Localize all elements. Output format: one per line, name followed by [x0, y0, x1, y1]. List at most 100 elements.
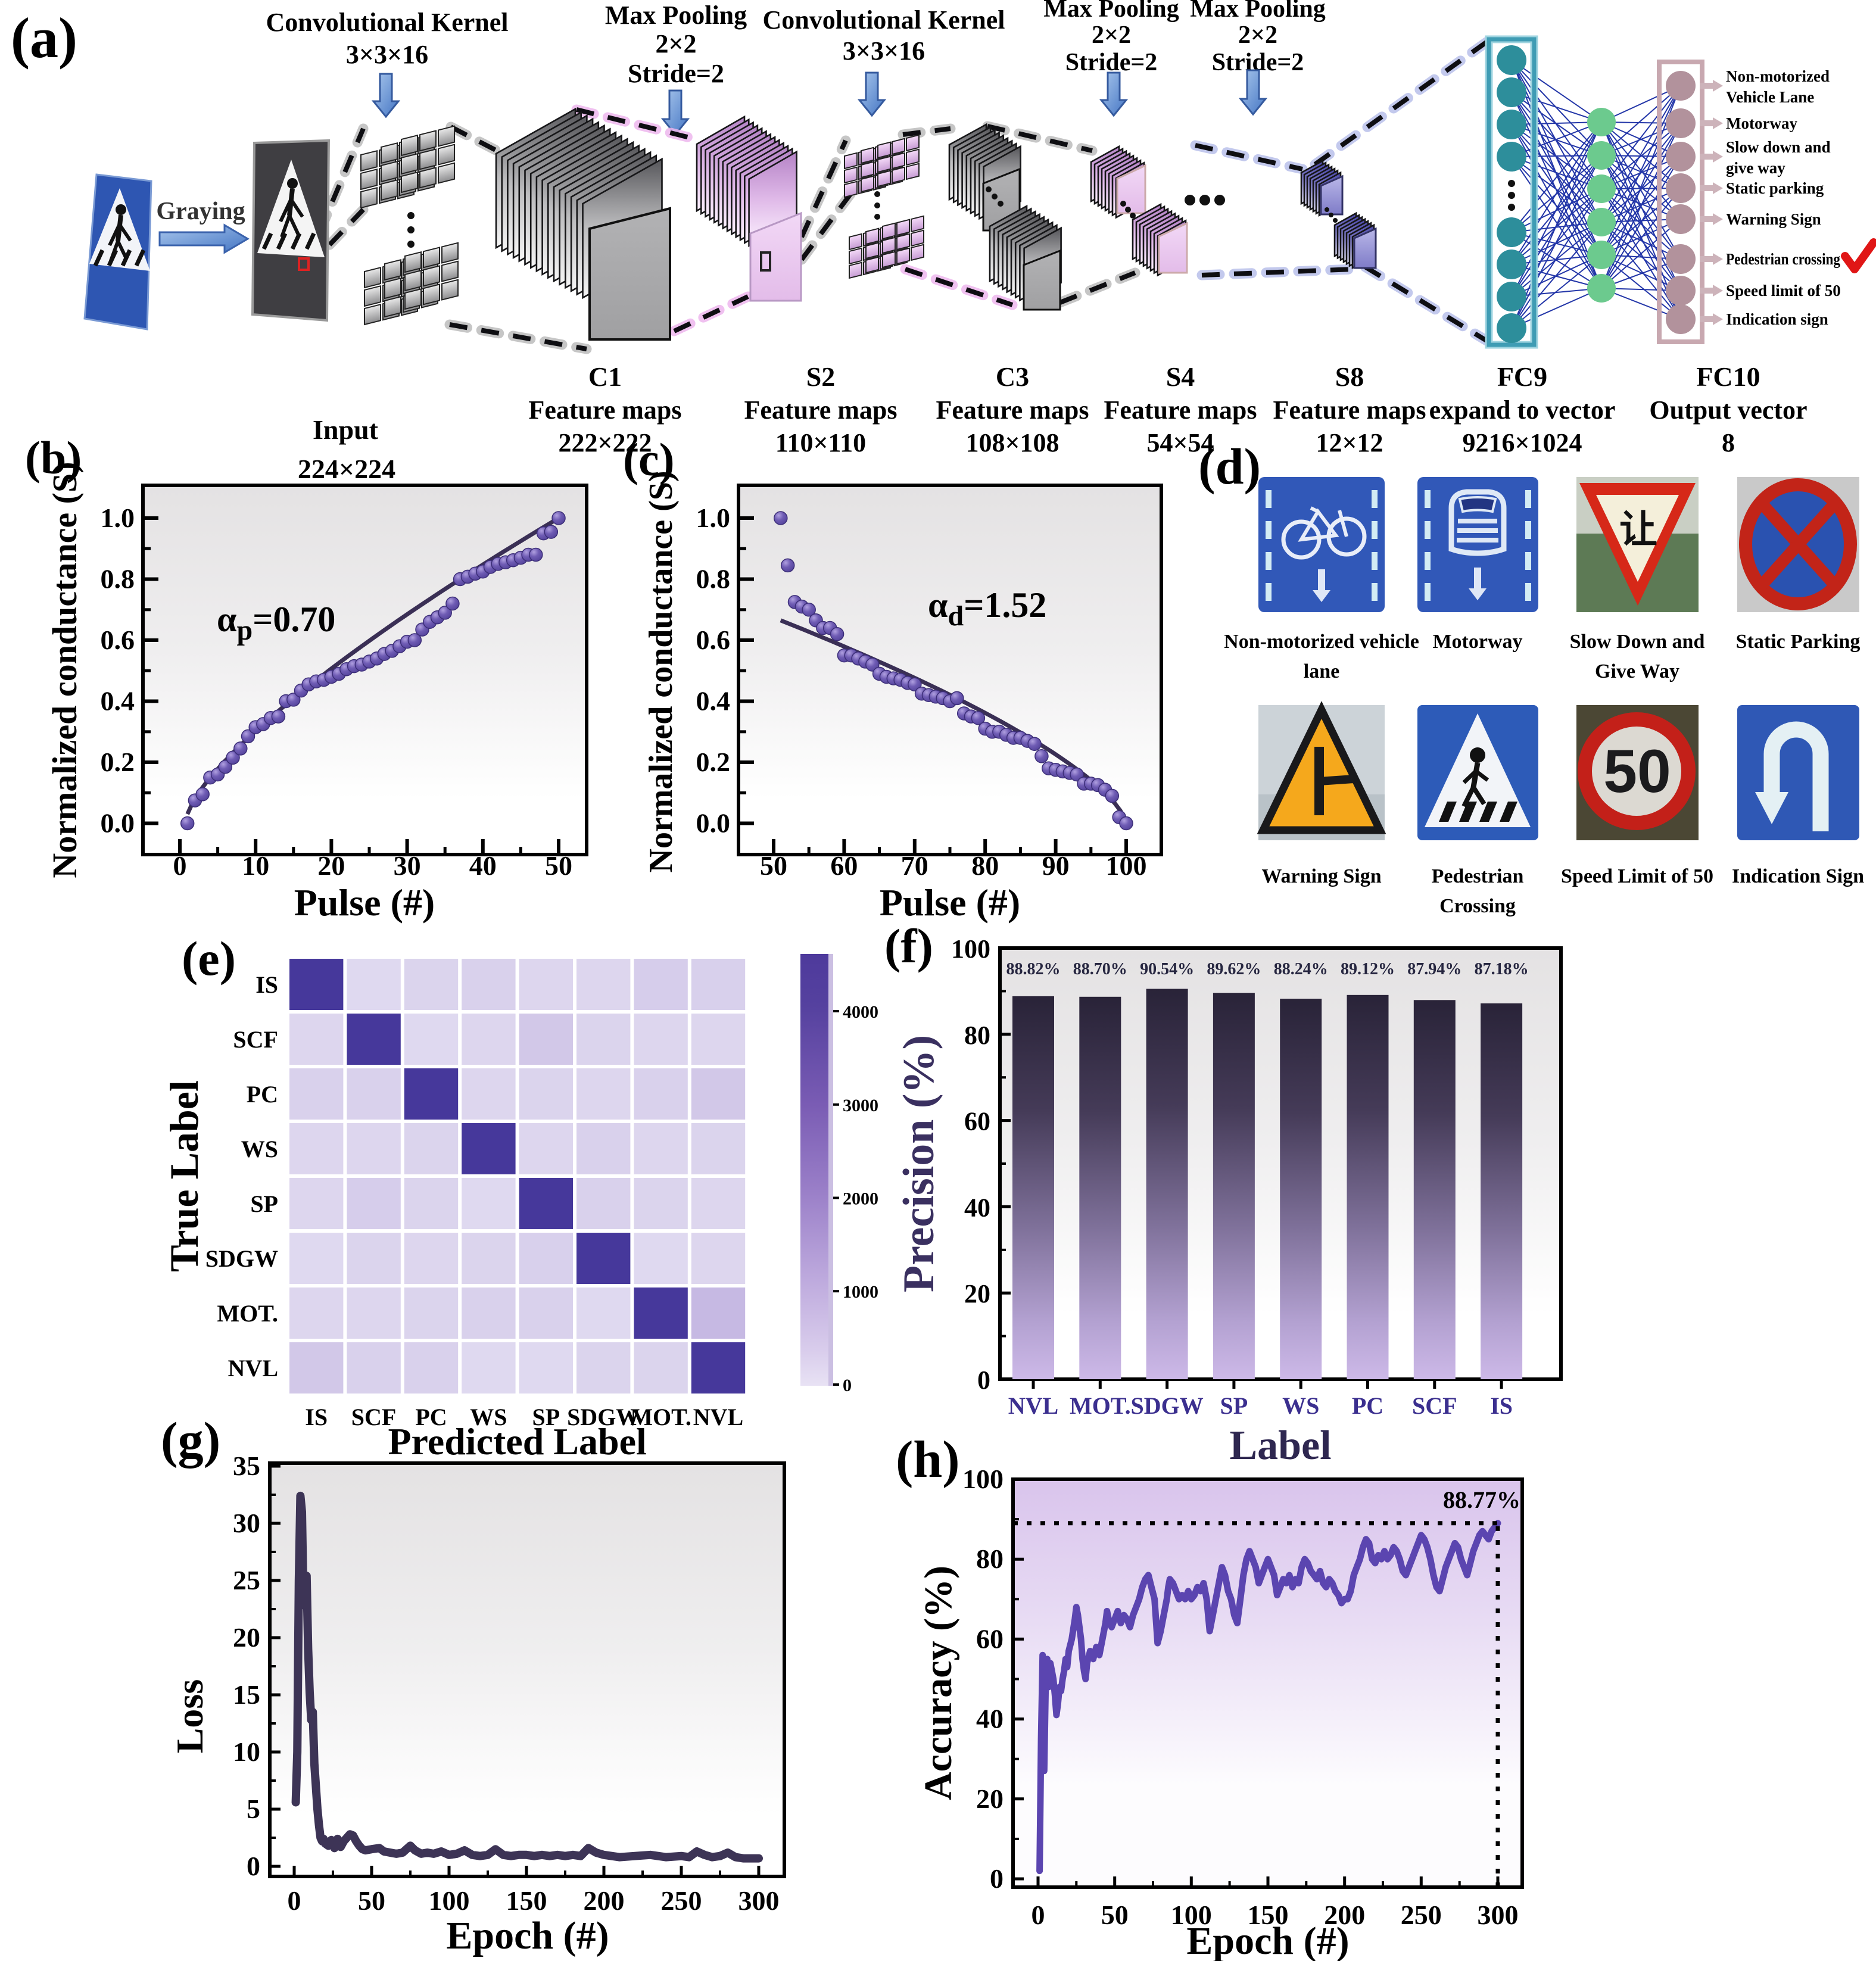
svg-text:Convolutional Kernel: Convolutional Kernel	[266, 8, 508, 37]
svg-text:80: 80	[971, 850, 999, 881]
svg-text:SCF: SCF	[1412, 1392, 1457, 1419]
svg-text:0.6: 0.6	[101, 625, 135, 655]
svg-text:NVL: NVL	[228, 1355, 278, 1382]
svg-text:100: 100	[962, 1464, 1004, 1494]
svg-text:0.0: 0.0	[696, 808, 731, 838]
svg-text:Epoch (#): Epoch (#)	[446, 1914, 609, 1957]
svg-text:100: 100	[951, 934, 990, 964]
svg-text:20: 20	[233, 1622, 260, 1653]
svg-text:Input: Input	[313, 414, 379, 445]
svg-text:30: 30	[233, 1508, 260, 1538]
svg-text:70: 70	[901, 850, 928, 881]
svg-text:0: 0	[990, 1863, 1004, 1894]
svg-text:NVL: NVL	[693, 1404, 743, 1430]
svg-text:35: 35	[233, 1451, 260, 1481]
svg-text:60: 60	[964, 1107, 990, 1136]
svg-text:20: 20	[976, 1784, 1004, 1814]
svg-text:20: 20	[317, 850, 345, 881]
svg-text:3×3×16: 3×3×16	[346, 40, 428, 69]
svg-text:(d): (d)	[1198, 438, 1261, 495]
svg-text:Pulse (#): Pulse (#)	[294, 881, 435, 924]
svg-text:lane: lane	[1304, 660, 1339, 682]
svg-text:150: 150	[506, 1885, 547, 1916]
svg-text:Speed Limit of 50: Speed Limit of 50	[1561, 865, 1713, 887]
svg-text:SCF: SCF	[233, 1026, 278, 1053]
svg-text:200: 200	[1324, 1900, 1365, 1930]
svg-text:50: 50	[1101, 1900, 1129, 1930]
svg-text:0: 0	[977, 1366, 990, 1395]
svg-text:250: 250	[1401, 1900, 1442, 1930]
svg-text:C3: C3	[996, 361, 1029, 392]
svg-text:NVL: NVL	[1008, 1392, 1058, 1419]
svg-text:give way: give way	[1726, 159, 1785, 177]
svg-text:Stride=2: Stride=2	[1065, 49, 1158, 76]
svg-text:MOT.: MOT.	[1070, 1392, 1131, 1419]
svg-text:100: 100	[1106, 850, 1147, 881]
svg-text:αd=1.52: αd=1.52	[928, 585, 1046, 632]
svg-text:4000: 4000	[843, 1002, 878, 1022]
svg-text:WS: WS	[1282, 1392, 1319, 1419]
svg-text:Accuracy (%): Accuracy (%)	[917, 1566, 960, 1800]
svg-text:PC: PC	[247, 1081, 278, 1108]
svg-text:Static Parking: Static Parking	[1736, 631, 1861, 653]
svg-text:50: 50	[545, 850, 572, 881]
svg-text:αp=0.70: αp=0.70	[217, 600, 335, 646]
svg-text:0.0: 0.0	[101, 808, 135, 838]
svg-text:50: 50	[760, 850, 787, 881]
svg-text:250: 250	[661, 1885, 702, 1916]
svg-text:Graying: Graying	[156, 198, 245, 225]
svg-text:Normalized conductance (S): Normalized conductance (S)	[45, 462, 84, 878]
svg-text:(b): (b)	[25, 432, 82, 484]
svg-text:10: 10	[242, 850, 269, 881]
svg-text:WS: WS	[241, 1136, 278, 1162]
svg-text:50: 50	[1603, 737, 1671, 805]
svg-text:222×222: 222×222	[558, 428, 652, 457]
svg-text:0.4: 0.4	[696, 686, 731, 716]
svg-text:224×224: 224×224	[298, 454, 395, 484]
svg-text:Warning Sign: Warning Sign	[1726, 210, 1821, 228]
svg-text:2×2: 2×2	[1238, 21, 1277, 49]
svg-text:1.0: 1.0	[696, 503, 731, 533]
svg-text:0.4: 0.4	[101, 686, 135, 716]
svg-text:(g): (g)	[161, 1411, 220, 1469]
svg-text:PC: PC	[415, 1404, 447, 1430]
svg-text:108×108: 108×108	[965, 428, 1059, 457]
svg-text:88.82%: 88.82%	[1006, 960, 1061, 978]
svg-text:Feature maps: Feature maps	[1273, 395, 1426, 425]
svg-text:Max Pooling: Max Pooling	[605, 1, 747, 30]
svg-text:Pedestrian: Pedestrian	[1432, 865, 1524, 887]
svg-text:Output vector: Output vector	[1649, 395, 1807, 425]
svg-text:88.24%: 88.24%	[1274, 960, 1328, 978]
svg-text:88.70%: 88.70%	[1073, 960, 1127, 978]
svg-text:让: 让	[1619, 508, 1657, 551]
svg-text:5: 5	[247, 1794, 260, 1824]
svg-text:Give Way: Give Way	[1595, 660, 1679, 682]
svg-text:80: 80	[964, 1021, 990, 1050]
svg-text:30: 30	[394, 850, 421, 881]
svg-text:0.8: 0.8	[101, 564, 135, 594]
svg-text:2×2: 2×2	[1092, 21, 1131, 49]
svg-text:Warning Sign: Warning Sign	[1261, 865, 1381, 887]
svg-text:88.77%: 88.77%	[1443, 1486, 1520, 1513]
svg-text:60: 60	[830, 850, 858, 881]
svg-text:Motorway: Motorway	[1432, 631, 1522, 653]
svg-text:Feature maps: Feature maps	[1104, 395, 1257, 425]
svg-text:12×12: 12×12	[1316, 428, 1383, 457]
svg-text:SDGW: SDGW	[567, 1404, 640, 1430]
svg-text:300: 300	[738, 1885, 780, 1916]
svg-text:Max Pooling: Max Pooling	[1043, 0, 1179, 23]
svg-text:80: 80	[976, 1544, 1004, 1574]
svg-text:90.54%: 90.54%	[1140, 960, 1194, 978]
svg-text:Indication sign: Indication sign	[1726, 310, 1828, 328]
svg-text:S2: S2	[806, 361, 836, 392]
svg-text:2000: 2000	[843, 1189, 878, 1209]
svg-text:Label: Label	[1229, 1423, 1331, 1469]
svg-text:0: 0	[843, 1376, 852, 1395]
svg-text:100: 100	[429, 1885, 470, 1916]
svg-text:expand to vector: expand to vector	[1429, 395, 1616, 425]
svg-text:50: 50	[358, 1885, 385, 1916]
svg-text:Loss: Loss	[169, 1679, 211, 1754]
svg-text:SDGW: SDGW	[205, 1245, 278, 1272]
svg-text:(e): (e)	[182, 931, 236, 986]
svg-text:0: 0	[247, 1851, 260, 1881]
